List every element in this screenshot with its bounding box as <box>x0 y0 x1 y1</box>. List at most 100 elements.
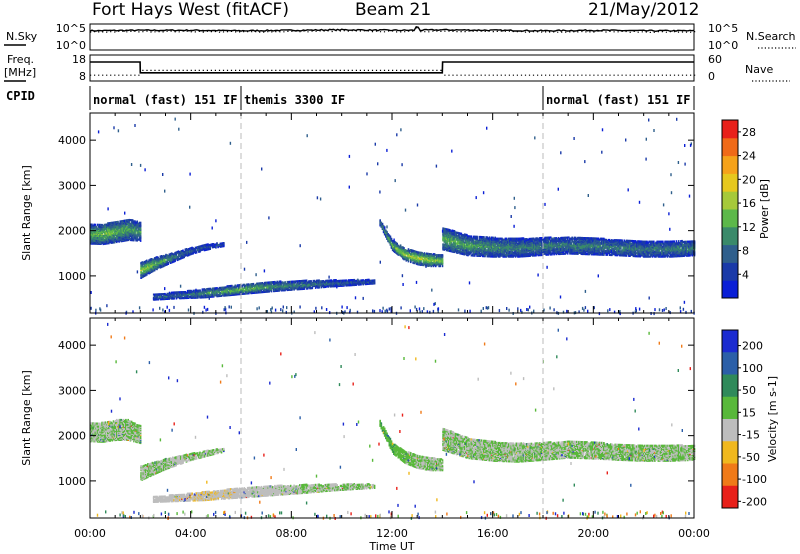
range-cell <box>387 233 389 236</box>
range-cell <box>92 224 94 227</box>
range-cell <box>370 282 372 285</box>
range-cell <box>463 241 466 244</box>
range-cell <box>517 242 519 245</box>
range-cell <box>385 229 387 232</box>
range-cell <box>500 249 502 252</box>
range-cell <box>263 281 266 284</box>
range-cell <box>457 238 459 241</box>
range-cell <box>160 259 163 263</box>
range-cell <box>351 279 353 282</box>
range-cell <box>428 252 430 256</box>
range-cell <box>245 286 248 289</box>
range-cell <box>320 283 323 286</box>
range-cell <box>243 283 246 286</box>
range-cell <box>495 237 498 240</box>
noise-series <box>89 26 696 33</box>
range-cell <box>520 248 523 251</box>
range-cell <box>560 244 562 247</box>
range-cell <box>292 280 294 283</box>
range-cell <box>482 242 484 245</box>
range-cell <box>214 294 216 297</box>
range-cell <box>325 285 327 288</box>
range-cell <box>428 264 430 267</box>
range-cell <box>328 279 331 282</box>
range-cell <box>233 285 235 288</box>
range-cell <box>110 221 112 224</box>
range-cell <box>114 230 117 233</box>
range-cell <box>492 245 494 248</box>
range-cell <box>406 249 409 253</box>
range-cell <box>526 249 528 252</box>
range-cell <box>506 251 509 254</box>
range-cell <box>133 220 135 223</box>
range-cell <box>534 238 536 241</box>
range-cell <box>546 245 549 248</box>
range-cell <box>406 257 409 260</box>
range-cell <box>293 280 295 283</box>
range-cell <box>316 279 318 282</box>
range-cell <box>252 282 255 286</box>
range-cell <box>111 221 114 224</box>
range-cell <box>538 237 541 240</box>
range-cell <box>322 284 325 287</box>
range-cell <box>90 223 92 226</box>
range-cell <box>556 238 559 241</box>
range-cell <box>155 263 157 266</box>
range-cell <box>576 252 578 255</box>
range-cell <box>432 253 435 256</box>
range-cell <box>454 231 457 234</box>
range-cell <box>528 251 530 254</box>
range-cell <box>261 284 264 287</box>
range-cell <box>130 219 133 222</box>
range-cell <box>288 288 291 291</box>
range-cell <box>430 253 432 256</box>
range-cell <box>164 255 166 258</box>
range-cell <box>519 249 521 252</box>
range-cell <box>105 223 108 226</box>
range-cell <box>284 281 286 284</box>
range-cell <box>572 237 575 240</box>
range-cell <box>437 254 439 257</box>
range-cell <box>386 236 388 239</box>
range-cell <box>414 254 417 257</box>
range-cell <box>462 252 465 255</box>
range-cell <box>334 279 336 282</box>
range-cell <box>340 281 343 284</box>
range-cell <box>190 289 192 292</box>
range-cell <box>250 283 252 286</box>
range-cell <box>354 281 357 284</box>
range-cell <box>206 243 208 246</box>
range-cell <box>561 236 563 239</box>
range-cell <box>305 279 308 282</box>
range-cell <box>425 252 428 255</box>
range-cell <box>522 237 525 240</box>
range-cell <box>393 247 395 250</box>
range-cell <box>520 250 523 253</box>
range-cell <box>455 242 458 245</box>
range-cell <box>140 264 142 268</box>
range-cell <box>184 253 187 256</box>
range-cell <box>150 258 153 261</box>
range-cell <box>143 264 146 268</box>
range-cell <box>457 244 459 247</box>
range-cell <box>331 282 334 285</box>
range-cell <box>395 251 397 254</box>
range-cell <box>566 236 569 239</box>
range-cell <box>509 250 511 253</box>
range-cell <box>415 262 418 265</box>
range-cell <box>472 250 475 253</box>
range-cell <box>130 221 133 224</box>
range-cell <box>103 223 106 226</box>
range-cell <box>527 238 529 242</box>
range-cell <box>142 261 145 264</box>
range-cell <box>343 279 345 282</box>
range-cell <box>557 250 560 254</box>
range-cell <box>304 279 307 282</box>
nave-label: Nave <box>745 63 773 76</box>
range-cell <box>438 254 440 257</box>
range-cell <box>188 289 190 292</box>
range-cell <box>129 233 132 236</box>
range-cell <box>448 228 450 231</box>
range-cell <box>455 245 458 248</box>
range-cell <box>448 244 450 247</box>
